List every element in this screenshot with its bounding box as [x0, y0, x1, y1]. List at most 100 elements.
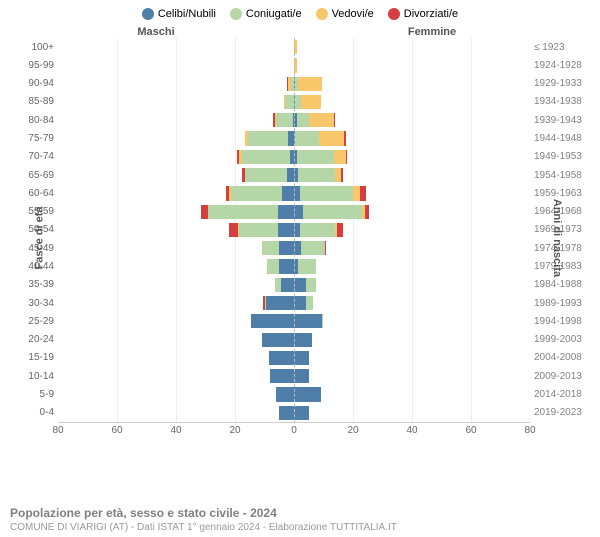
age-label: 0-4: [10, 404, 58, 422]
legend-item: Vedovi/e: [316, 8, 374, 20]
y-axis-title-left: Fasce di età: [33, 207, 45, 270]
bar-segment: [334, 150, 346, 164]
bar-segment: [266, 296, 294, 310]
x-tick-label: 20: [347, 425, 358, 436]
x-tick-label: 80: [52, 425, 63, 436]
female-half: [294, 276, 530, 294]
female-half: [294, 367, 530, 385]
bar-segment: [346, 150, 347, 164]
male-half: [58, 331, 294, 349]
female-half: [294, 148, 530, 166]
female-half: [294, 111, 530, 129]
birth-label: 1999-2003: [530, 331, 590, 349]
chart-footer: Popolazione per età, sesso e stato civil…: [0, 500, 600, 537]
female-half: [294, 349, 530, 367]
bar-segment: [306, 296, 313, 310]
bar-segment: [341, 168, 342, 182]
x-tick-label: 40: [406, 425, 417, 436]
age-label: 65-69: [10, 166, 58, 184]
birth-label: 2014-2018: [530, 385, 590, 403]
x-tick-label: 20: [229, 425, 240, 436]
bar-segment: [287, 168, 294, 182]
male-half: [58, 56, 294, 74]
male-half: [58, 276, 294, 294]
female-half: [294, 56, 530, 74]
bar-segment: [294, 314, 322, 328]
age-label: 85-89: [10, 93, 58, 111]
bar-segment: [294, 351, 309, 365]
bar-segment: [303, 205, 362, 219]
bar-segment: [229, 223, 238, 237]
plot-area: 80604020020406080: [58, 38, 530, 438]
bar-segment: [297, 150, 334, 164]
age-label: 60-64: [10, 184, 58, 202]
male-half: [58, 75, 294, 93]
x-tick-label: 60: [465, 425, 476, 436]
age-label: 30-34: [10, 294, 58, 312]
bar-segment: [294, 278, 306, 292]
legend-label: Divorziati/e: [404, 8, 458, 20]
legend-swatch: [142, 8, 154, 20]
age-label: 100+: [10, 38, 58, 56]
legend-swatch: [388, 8, 400, 20]
bar-segment: [279, 259, 294, 273]
male-half: [58, 38, 294, 56]
bar-segment: [269, 351, 294, 365]
female-half: [294, 184, 530, 202]
bar-segment: [294, 406, 309, 420]
x-tick-label: 0: [291, 425, 297, 436]
bar-segment: [298, 168, 335, 182]
male-half: [58, 385, 294, 403]
bar-segment: [276, 387, 294, 401]
birth-label: 1929-1933: [530, 75, 590, 93]
birth-label: 1934-1938: [530, 93, 590, 111]
bar-segment: [278, 223, 294, 237]
bar-segment: [319, 131, 344, 145]
female-half: [294, 166, 530, 184]
bar-segment: [300, 186, 353, 200]
male-half: [58, 148, 294, 166]
legend-label: Celibi/Nubili: [158, 8, 216, 20]
age-label: 15-19: [10, 349, 58, 367]
age-label: 35-39: [10, 276, 58, 294]
female-half: [294, 38, 530, 56]
male-half: [58, 93, 294, 111]
bar-segment: [294, 241, 301, 255]
age-label: 90-94: [10, 75, 58, 93]
x-tick-label: 40: [170, 425, 181, 436]
male-half: [58, 166, 294, 184]
bar-segment: [337, 223, 343, 237]
male-half: [58, 184, 294, 202]
female-half: [294, 294, 530, 312]
bar-segment: [297, 113, 309, 127]
male-half: [58, 349, 294, 367]
bar-segment: [294, 369, 309, 383]
female-half: [294, 257, 530, 275]
centerline: [294, 38, 295, 422]
bar-segment: [322, 314, 323, 328]
male-half: [58, 129, 294, 147]
male-half: [58, 367, 294, 385]
footer-subtitle: COMUNE DI VIARIGI (AT) - Dati ISTAT 1° g…: [10, 522, 590, 533]
birth-label: ≤ 1923: [530, 38, 590, 56]
birth-label: 1994-1998: [530, 312, 590, 330]
birth-label: 1924-1928: [530, 56, 590, 74]
bar-segment: [208, 205, 277, 219]
bar-segment: [301, 95, 320, 109]
bar-segment: [281, 278, 294, 292]
legend-swatch: [230, 8, 242, 20]
gender-headers: Maschi Femmine: [10, 26, 590, 38]
female-half: [294, 75, 530, 93]
male-half: [58, 111, 294, 129]
age-label: 95-99: [10, 56, 58, 74]
bar-segment: [325, 241, 326, 255]
age-label: 25-29: [10, 312, 58, 330]
bar-segment: [294, 333, 312, 347]
legend-item: Divorziati/e: [388, 8, 458, 20]
bar-segment: [294, 387, 321, 401]
bar-segment: [306, 278, 316, 292]
birth-label: 2009-2013: [530, 367, 590, 385]
x-tick-label: 60: [111, 425, 122, 436]
age-label: 5-9: [10, 385, 58, 403]
female-half: [294, 203, 530, 221]
